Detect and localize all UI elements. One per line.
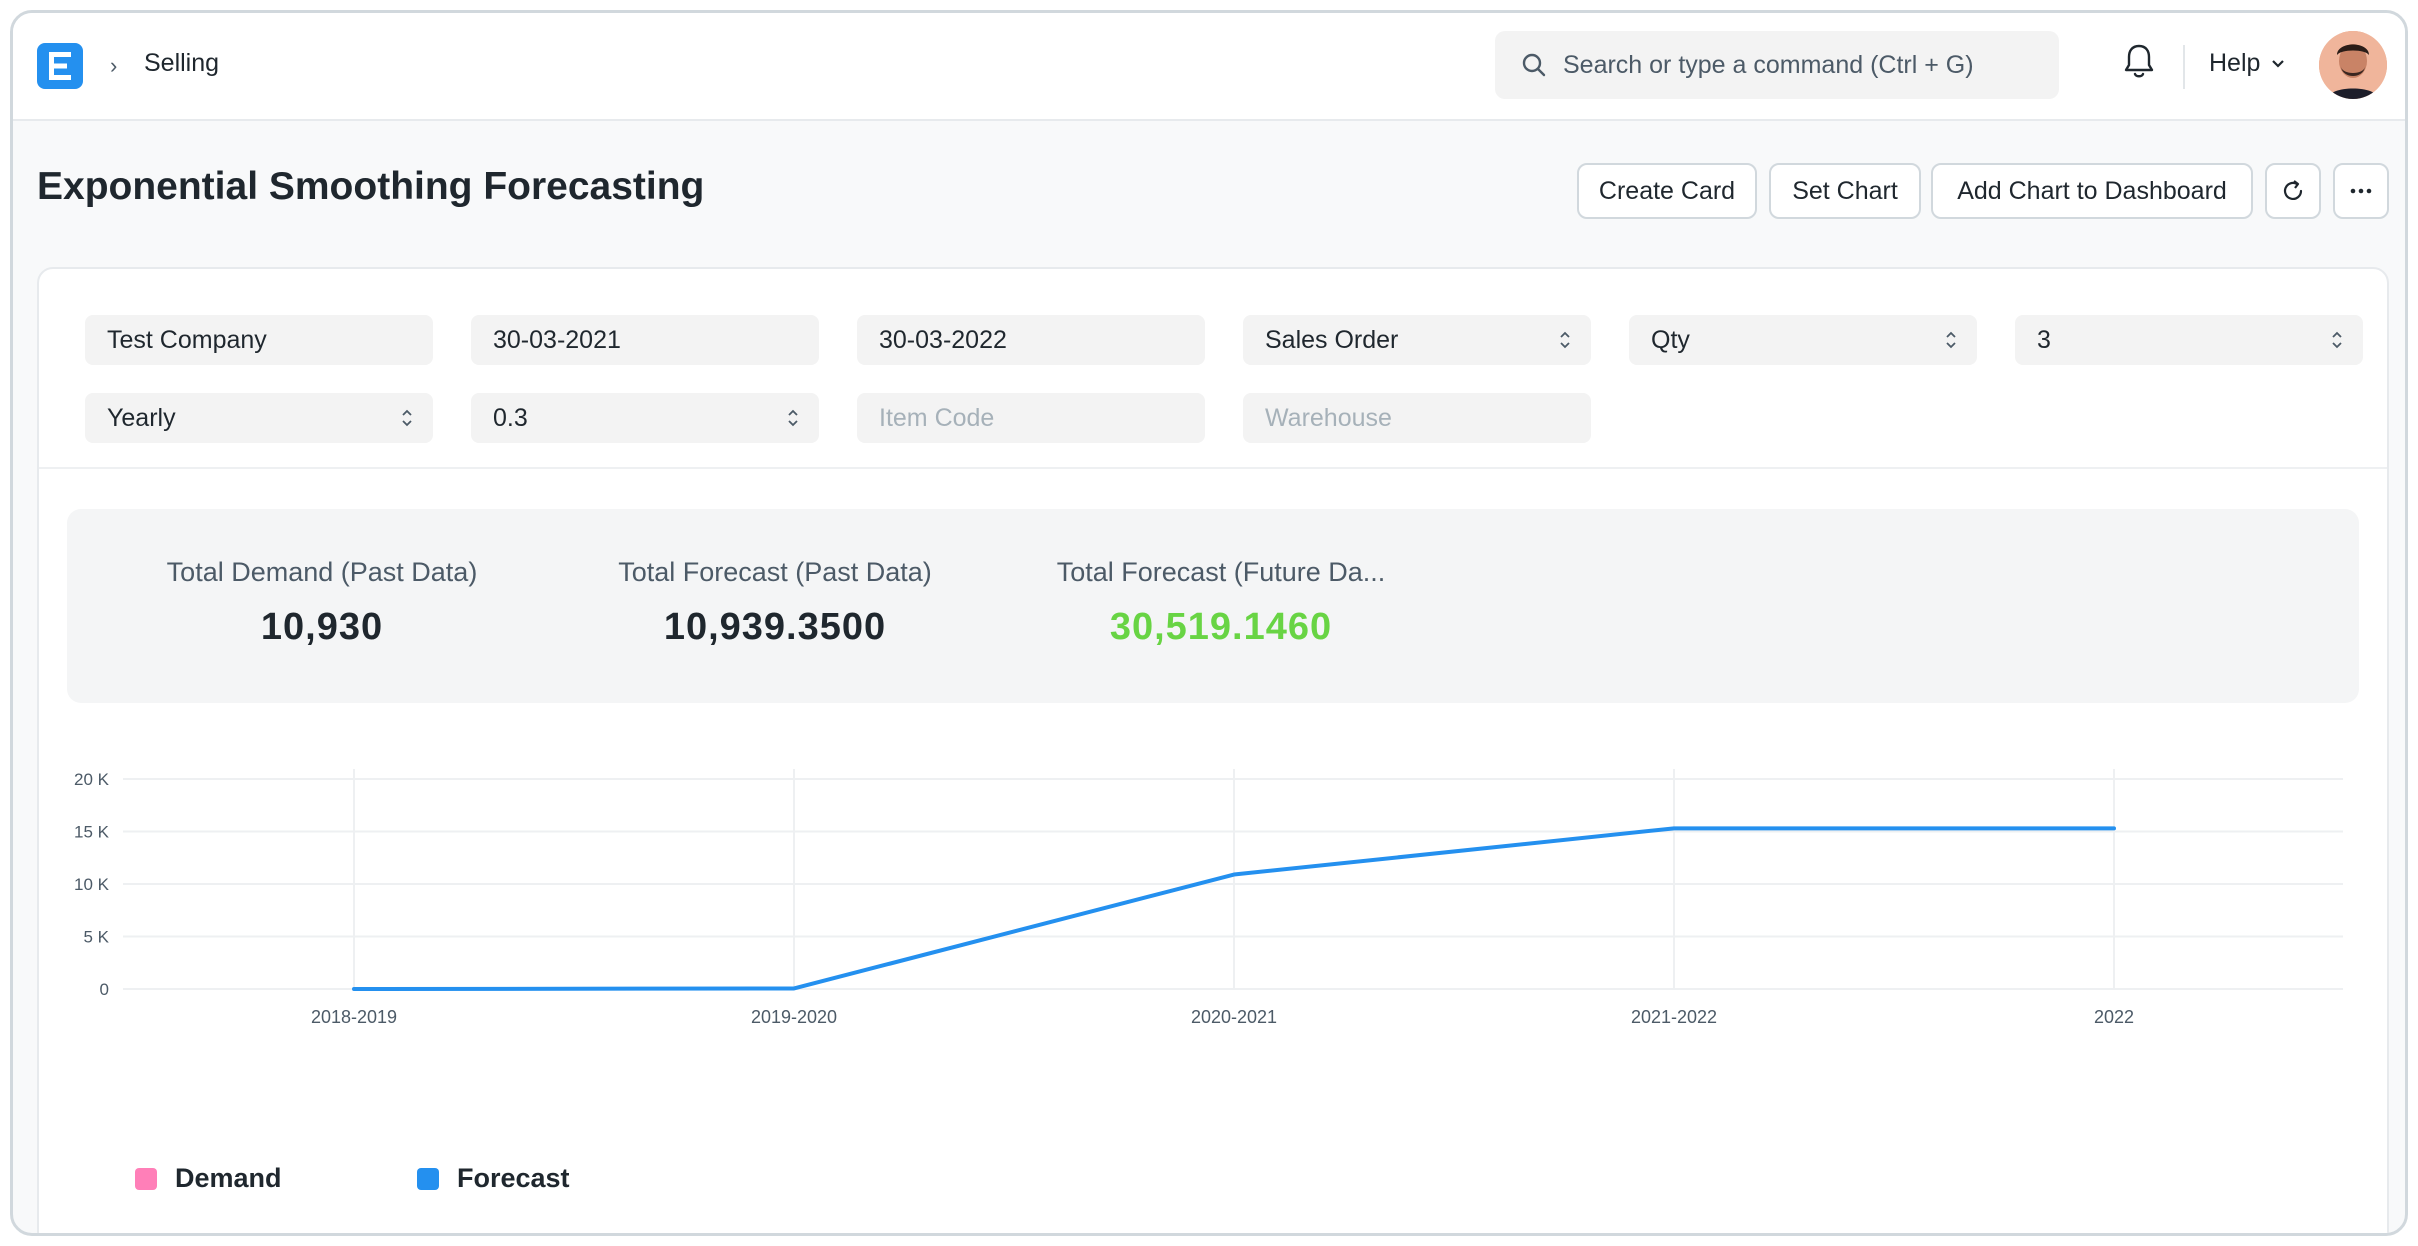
help-dropdown[interactable]: Help	[2209, 49, 2286, 78]
summary-value: 10,930	[260, 606, 384, 648]
no-of-years-select[interactable]: 3	[2015, 315, 2363, 365]
based-on-document-value: Sales Order	[1265, 325, 1399, 354]
breadcrumb[interactable]: Selling	[144, 49, 220, 77]
add-chart-to-dashboard-button[interactable]: Add Chart to Dashboard	[1931, 163, 2253, 219]
search-bar[interactable]: Search or type a command (Ctrl + G)	[1495, 31, 2059, 99]
legend-label-forecast: Forecast	[457, 1163, 570, 1193]
summary-total-forecast-future: Total Forecast (Future Da... 30,519.1460	[1031, 557, 1411, 649]
periodicity-value: Yearly	[107, 403, 176, 432]
y-tick-label: 20 K	[74, 770, 110, 789]
summary-value: 30,519.1460	[1109, 606, 1333, 648]
x-tick-label: 2020-2021	[1191, 1007, 1277, 1027]
y-tick-label: 5 K	[83, 928, 109, 947]
more-dots-icon	[2350, 188, 2372, 194]
based-on-field-value: Qty	[1651, 325, 1690, 354]
from-date-value: 30-03-2021	[493, 325, 621, 354]
app-window: › Selling Search or type a command (Ctrl…	[10, 10, 2408, 1236]
erpnext-logo-icon	[49, 52, 71, 80]
select-arrows-icon	[788, 409, 798, 427]
summary-label: Total Forecast (Past Data)	[618, 557, 932, 587]
user-avatar[interactable]	[2319, 31, 2387, 99]
summary-label: Total Forecast (Future Da...	[1056, 557, 1386, 587]
y-tick-label: 15 K	[74, 823, 110, 842]
filter-divider	[39, 467, 2387, 469]
from-date-filter[interactable]: 30-03-2021	[471, 315, 819, 365]
search-icon	[1522, 53, 1546, 77]
y-tick-label: 10 K	[74, 875, 110, 894]
notification-bell-icon[interactable]	[2123, 43, 2155, 86]
item-code-field[interactable]: Item Code	[857, 393, 1205, 443]
based-on-document-select[interactable]: Sales Order	[1243, 315, 1591, 365]
warehouse-placeholder: Warehouse	[1265, 403, 1392, 432]
periodicity-select[interactable]: Yearly	[85, 393, 433, 443]
help-label: Help	[2209, 49, 2261, 77]
company-value: Test Company	[107, 325, 267, 354]
legend-item-demand[interactable]: Demand	[135, 1163, 282, 1194]
to-date-filter[interactable]: 30-03-2022	[857, 315, 1205, 365]
smoothing-constant-value: 0.3	[493, 403, 528, 432]
y-tick-label: 0	[100, 980, 109, 999]
x-tick-label: 2022	[2094, 1007, 2134, 1027]
refresh-icon	[2283, 180, 2303, 200]
x-tick-label: 2021-2022	[1631, 1007, 1717, 1027]
search-placeholder: Search or type a command (Ctrl + G)	[1563, 50, 1974, 79]
based-on-field-select[interactable]: Qty	[1629, 315, 1977, 365]
navbar-divider	[2183, 45, 2185, 89]
warehouse-field[interactable]: Warehouse	[1243, 393, 1591, 443]
chevron-right-icon: ›	[110, 53, 118, 78]
select-arrows-icon	[2332, 331, 2342, 349]
select-arrows-icon	[1946, 331, 1956, 349]
summary-total-demand: Total Demand (Past Data) 10,930	[137, 557, 507, 649]
set-chart-button[interactable]: Set Chart	[1769, 163, 1921, 219]
more-options-button[interactable]	[2333, 163, 2389, 219]
no-of-years-value: 3	[2037, 325, 2051, 354]
legend-item-forecast[interactable]: Forecast	[417, 1163, 570, 1194]
x-tick-label: 2018-2019	[311, 1007, 397, 1027]
app-logo[interactable]	[37, 43, 83, 89]
select-arrows-icon	[402, 409, 412, 427]
x-tick-label: 2019-2020	[751, 1007, 837, 1027]
chevron-down-icon	[2272, 59, 2285, 68]
forecast-line-chart: 0 5 K 10 K 15 K 20 K 2018-2019 2019-2020 2020-2…	[74, 769, 2343, 1027]
summary-value: 10,939.3500	[663, 606, 887, 648]
legend-swatch-demand	[135, 1167, 157, 1190]
smoothing-constant-select[interactable]: 0.3	[471, 393, 819, 443]
report-summary: Total Demand (Past Data) 10,930 Total Fo…	[67, 509, 2359, 703]
summary-label: Total Demand (Past Data)	[166, 557, 478, 587]
to-date-value: 30-03-2022	[879, 325, 1007, 354]
legend-label-demand: Demand	[175, 1163, 282, 1193]
report-card: Test Company 30-03-2021 30-03-2022 Sales…	[37, 267, 2389, 1233]
legend-swatch-forecast	[417, 1167, 439, 1190]
summary-total-forecast-past: Total Forecast (Past Data) 10,939.3500	[585, 557, 965, 649]
refresh-button[interactable]	[2265, 163, 2321, 219]
create-card-button[interactable]: Create Card	[1577, 163, 1757, 219]
navbar: › Selling Search or type a command (Ctrl…	[13, 13, 2405, 121]
item-code-placeholder: Item Code	[879, 403, 995, 432]
page-title: Exponential Smoothing Forecasting	[37, 165, 705, 208]
select-arrows-icon	[1560, 331, 1570, 349]
company-filter[interactable]: Test Company	[85, 315, 433, 365]
